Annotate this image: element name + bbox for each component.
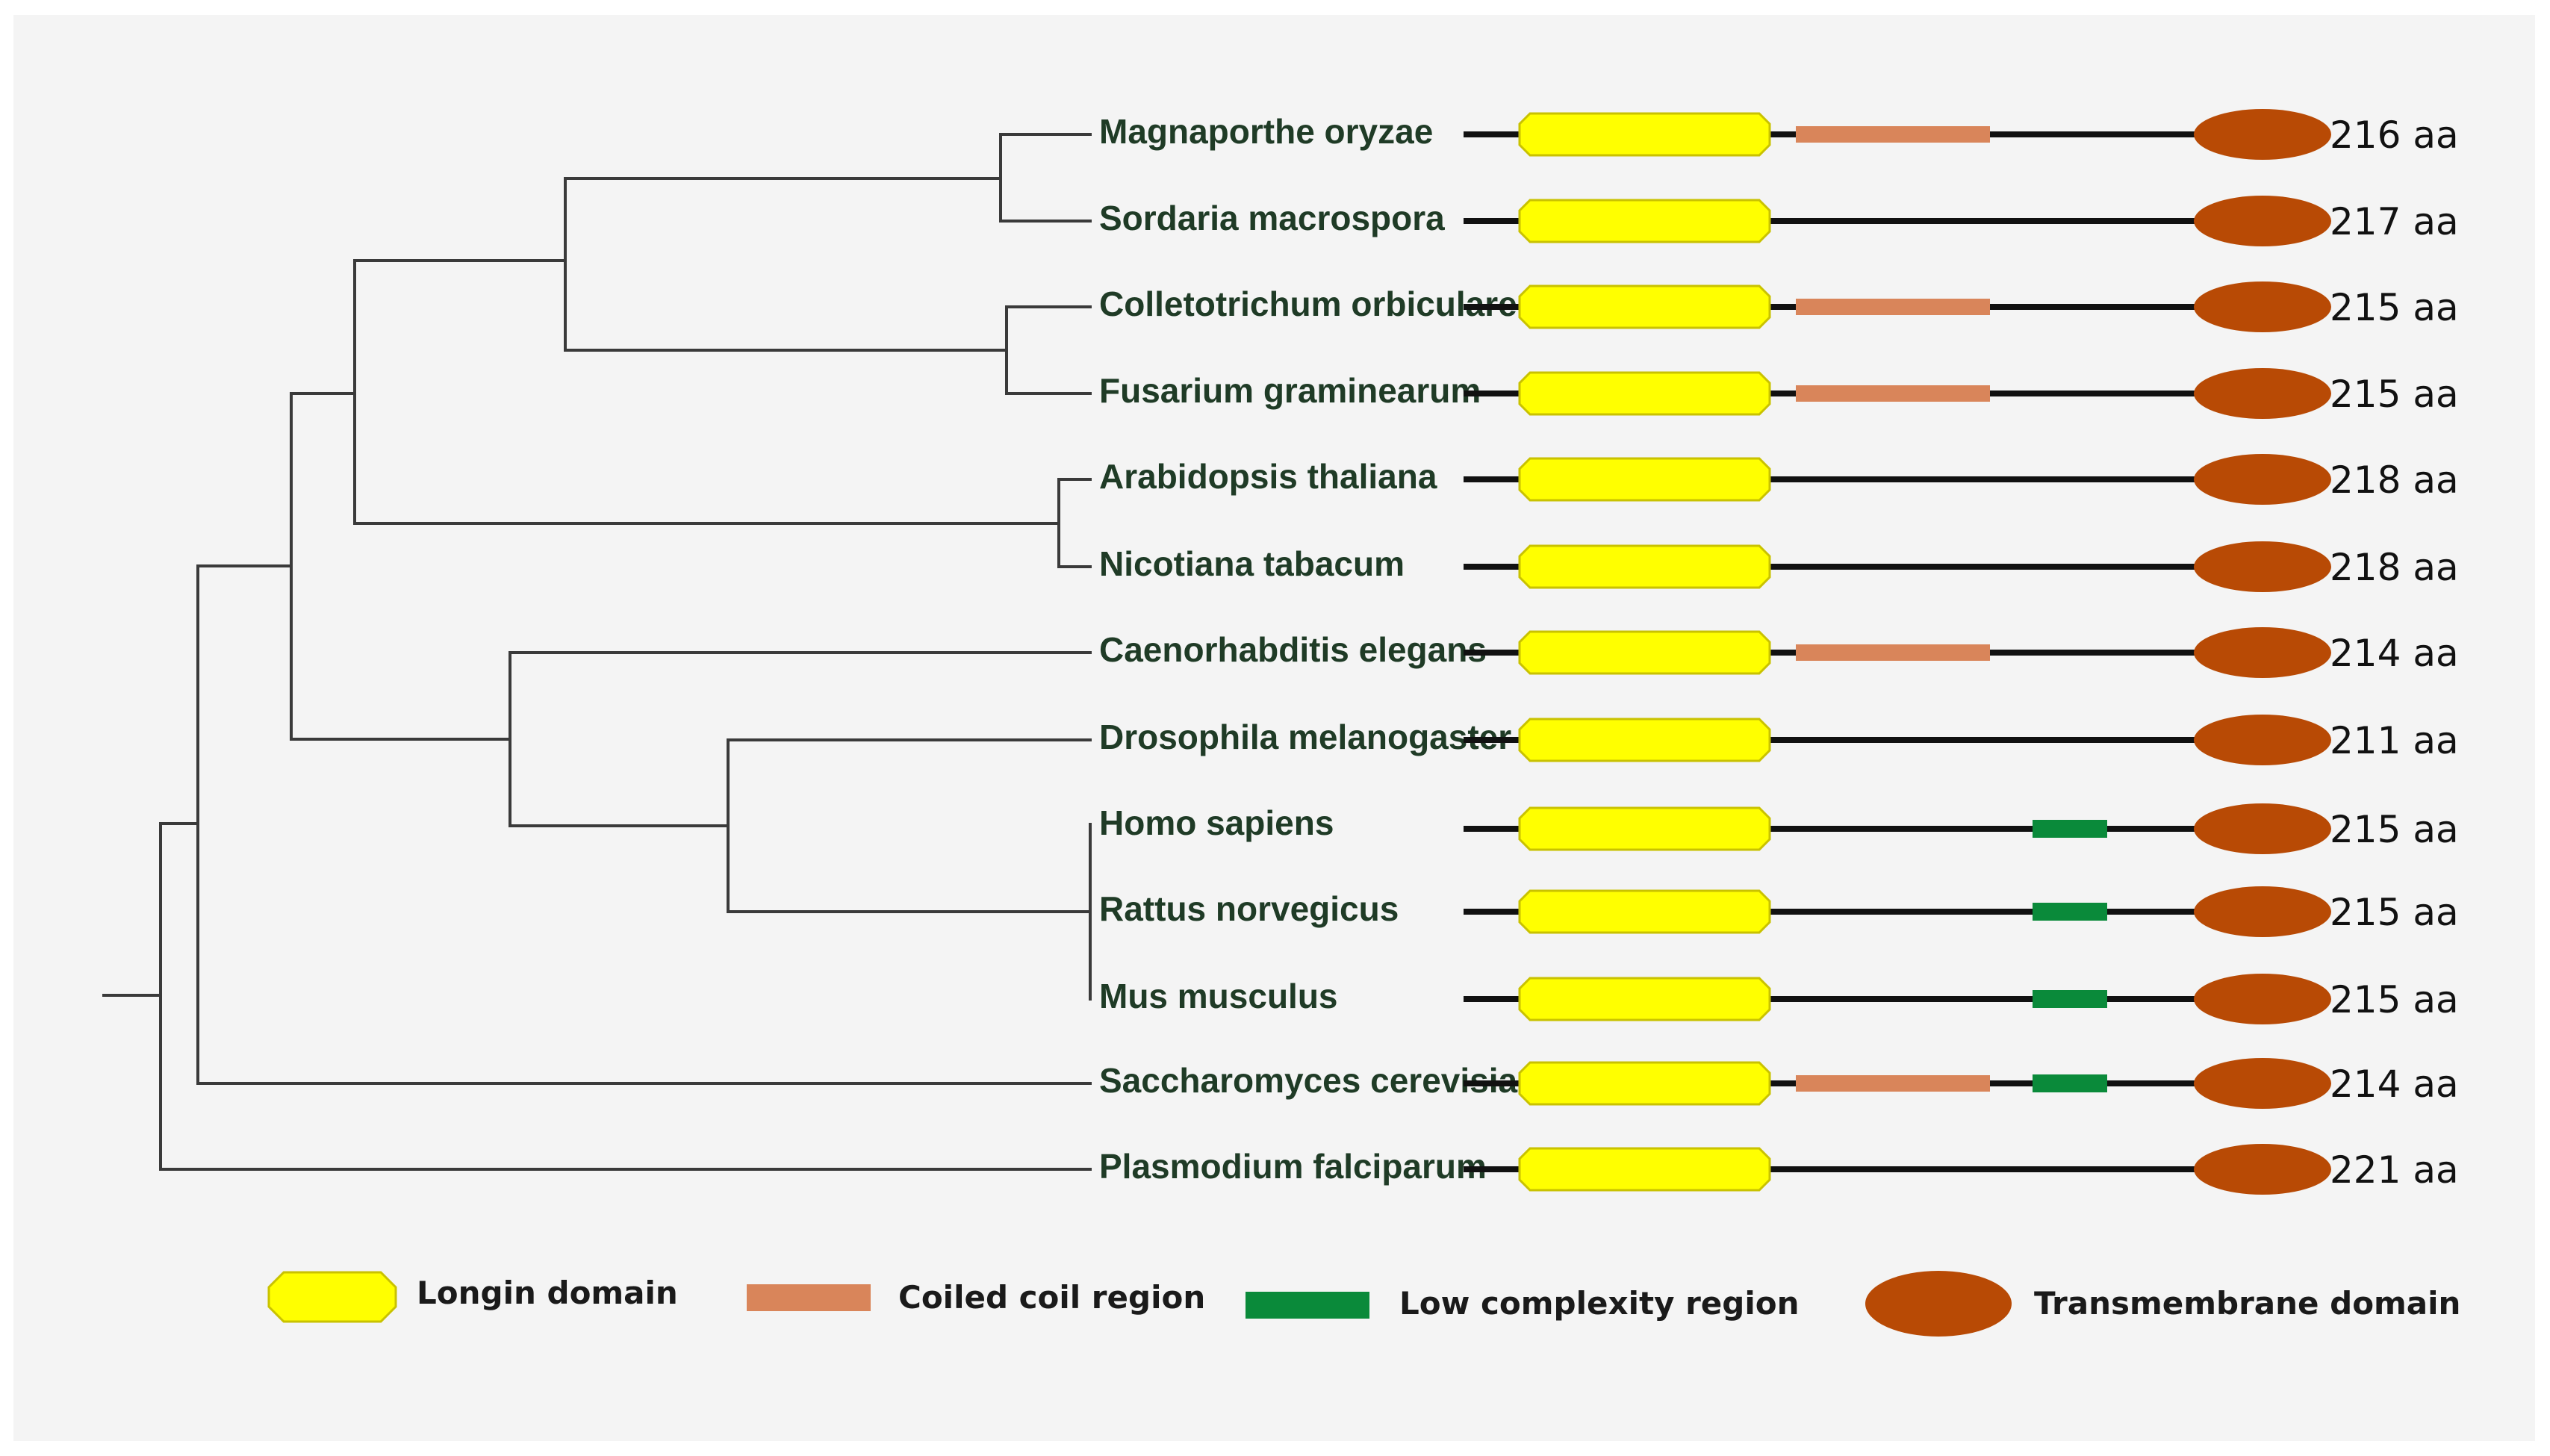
architecture-row: 214 aa <box>1464 1058 2459 1109</box>
coiled-coil-region <box>1796 126 1990 143</box>
transmembrane-domain <box>2194 1058 2331 1109</box>
transmembrane-domain <box>2194 109 2331 160</box>
longin-domain <box>1518 718 1771 762</box>
transmembrane-domain <box>2194 1144 2331 1195</box>
transmembrane-domain <box>2194 886 2331 937</box>
architecture-row: 215 aa <box>1464 368 2459 419</box>
longin-domain <box>1518 544 1771 589</box>
legend: Longin domain Coiled coil region Low com… <box>267 1271 2460 1337</box>
protein-length-label: 221 aa <box>2330 1148 2459 1192</box>
species-label: Magnaporthe oryzae <box>1099 112 1433 151</box>
transmembrane-domain <box>2194 974 2331 1024</box>
figure-panel <box>13 15 2535 1441</box>
longin-domain <box>1518 630 1771 675</box>
species-label: Drosophila melanogaster <box>1099 718 1511 756</box>
low-complexity-region <box>2033 820 2107 838</box>
species-labels: Magnaporthe oryzae Sordaria macrospora C… <box>1099 112 1537 1186</box>
transmembrane-domain <box>2194 454 2331 505</box>
species-label: Fusarium graminearum <box>1099 371 1481 410</box>
transmembrane-domain <box>2194 715 2331 765</box>
legend-coiled-coil-icon <box>747 1284 871 1311</box>
architecture-row: 215 aa <box>1464 803 2459 854</box>
protein-architectures: 216 aa 217 aa 215 aa 215 aa 218 aa 218 aa 214 … <box>1464 109 2459 1195</box>
architecture-row: 215 aa <box>1464 974 2459 1024</box>
longin-domain <box>1518 1147 1771 1192</box>
architecture-row: 218 aa <box>1464 541 2459 592</box>
legend-coiled-coil-label: Coiled coil region <box>898 1279 1205 1316</box>
architecture-row: 215 aa <box>1464 886 2459 937</box>
architecture-row: 214 aa <box>1464 627 2459 678</box>
protein-length-label: 218 aa <box>2330 546 2459 589</box>
species-label: Arabidopsis thaliana <box>1099 457 1437 496</box>
transmembrane-domain <box>2194 541 2331 592</box>
protein-length-label: 214 aa <box>2330 1063 2459 1106</box>
longin-domain <box>1518 112 1771 157</box>
longin-domain <box>1518 1061 1771 1106</box>
transmembrane-domain <box>2194 196 2331 246</box>
protein-length-label: 216 aa <box>2330 113 2459 157</box>
species-label: Caenorhabditis elegans <box>1099 630 1487 669</box>
species-label: Plasmodium falciparum <box>1099 1147 1487 1186</box>
species-label: Homo sapiens <box>1099 803 1334 842</box>
legend-longin-icon <box>267 1271 397 1323</box>
phylogenetic-tree <box>102 133 1092 1171</box>
longin-domain <box>1518 457 1771 502</box>
longin-domain <box>1518 889 1771 934</box>
coiled-coil-region <box>1796 1075 1990 1092</box>
protein-length-label: 215 aa <box>2330 808 2459 851</box>
low-complexity-region <box>2033 1074 2107 1092</box>
transmembrane-domain <box>2194 803 2331 854</box>
protein-length-label: 218 aa <box>2330 458 2459 502</box>
protein-length-label: 211 aa <box>2330 719 2459 762</box>
protein-length-label: 215 aa <box>2330 978 2459 1021</box>
coiled-coil-region <box>1796 299 1990 315</box>
species-label: Colletotrichum orbiculare <box>1099 284 1517 323</box>
legend-transmembrane-label: Transmembrane domain <box>2034 1285 2460 1322</box>
low-complexity-region <box>2033 990 2107 1008</box>
species-label: Nicotiana tabacum <box>1099 544 1405 583</box>
coiled-coil-region <box>1796 385 1990 402</box>
architecture-row: 215 aa <box>1464 281 2459 332</box>
protein-length-label: 215 aa <box>2330 286 2459 329</box>
longin-domain <box>1518 977 1771 1021</box>
longin-domain <box>1518 806 1771 851</box>
transmembrane-domain <box>2194 627 2331 678</box>
architecture-row: 211 aa <box>1464 715 2459 765</box>
transmembrane-domain <box>2194 281 2331 332</box>
architecture-row: 217 aa <box>1464 196 2459 246</box>
legend-low-complexity-label: Low complexity region <box>1399 1285 1799 1322</box>
architecture-row: 221 aa <box>1464 1144 2459 1195</box>
longin-domain <box>1518 199 1771 243</box>
protein-length-label: 215 aa <box>2330 891 2459 934</box>
transmembrane-domain <box>2194 368 2331 419</box>
architecture-row: 216 aa <box>1464 109 2459 160</box>
legend-low-complexity-icon <box>1246 1292 1369 1319</box>
architecture-row: 218 aa <box>1464 454 2459 505</box>
legend-longin-label: Longin domain <box>417 1275 678 1311</box>
protein-length-label: 214 aa <box>2330 632 2459 675</box>
longin-domain <box>1518 284 1771 329</box>
species-label: Mus musculus <box>1099 977 1338 1015</box>
protein-length-label: 217 aa <box>2330 200 2459 243</box>
longin-domain <box>1518 371 1771 416</box>
coiled-coil-region <box>1796 644 1990 661</box>
protein-length-label: 215 aa <box>2330 373 2459 416</box>
low-complexity-region <box>2033 903 2107 921</box>
species-label: Sordaria macrospora <box>1099 199 1445 237</box>
species-label: Rattus norvegicus <box>1099 889 1399 928</box>
legend-transmembrane-icon <box>1865 1271 2012 1337</box>
